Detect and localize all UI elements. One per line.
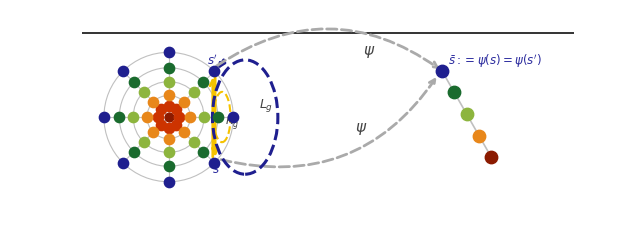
- Point: [153, 115, 163, 119]
- Point: [174, 115, 184, 119]
- Point: [171, 108, 181, 111]
- Point: [148, 131, 159, 134]
- Point: [198, 80, 209, 84]
- Point: [163, 104, 173, 108]
- Point: [163, 94, 173, 97]
- Text: $L_g$: $L_g$: [259, 97, 273, 114]
- Point: [163, 151, 173, 154]
- Point: [185, 115, 195, 119]
- Point: [209, 70, 220, 73]
- Point: [142, 115, 152, 119]
- Point: [138, 140, 148, 144]
- Point: [171, 123, 181, 127]
- Point: [118, 70, 128, 73]
- Point: [156, 108, 166, 111]
- Point: [486, 155, 497, 159]
- Point: [163, 51, 173, 54]
- Point: [449, 91, 460, 94]
- Point: [474, 134, 484, 137]
- Point: [163, 126, 173, 130]
- Point: [156, 123, 166, 127]
- Point: [163, 164, 173, 168]
- Point: [228, 115, 239, 119]
- Text: $\bar{s} := \psi(s) = \psi(s^\prime)$: $\bar{s} := \psi(s) = \psi(s^\prime)$: [448, 52, 542, 70]
- Point: [198, 150, 209, 154]
- Point: [148, 100, 159, 104]
- Point: [212, 115, 223, 119]
- Point: [114, 115, 124, 119]
- Point: [129, 80, 139, 84]
- Point: [128, 115, 138, 119]
- Text: $s$: $s$: [212, 163, 220, 176]
- Point: [163, 115, 173, 119]
- Point: [138, 90, 148, 94]
- Point: [437, 69, 447, 73]
- Point: [179, 131, 189, 134]
- Point: [163, 137, 173, 140]
- Point: [118, 161, 128, 165]
- Point: [163, 180, 173, 184]
- Text: $s'$: $s'$: [207, 54, 218, 68]
- Text: $\psi$: $\psi$: [363, 44, 375, 61]
- Point: [179, 100, 189, 104]
- Point: [163, 80, 173, 83]
- Point: [189, 140, 199, 144]
- Point: [99, 115, 109, 119]
- Point: [199, 115, 209, 119]
- Point: [129, 150, 139, 154]
- Point: [163, 66, 173, 70]
- Text: $\psi$: $\psi$: [355, 122, 367, 137]
- Point: [189, 90, 199, 94]
- Point: [461, 112, 472, 116]
- Text: $K_g^s$: $K_g^s$: [225, 113, 239, 133]
- Point: [209, 161, 220, 165]
